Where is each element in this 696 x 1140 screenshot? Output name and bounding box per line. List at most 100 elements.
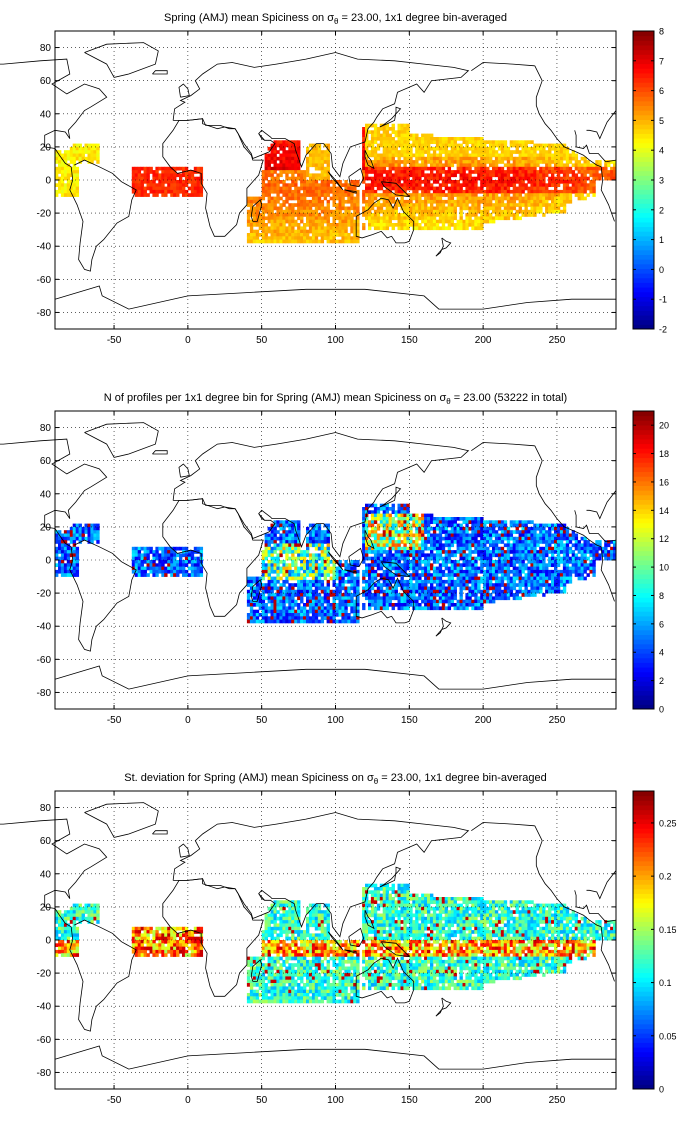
heatmap-cell	[376, 550, 381, 554]
heatmap-cell	[306, 550, 310, 554]
heatmap-cell	[400, 166, 404, 171]
heatmap-cell	[75, 193, 80, 197]
heatmap-cell	[308, 599, 313, 604]
heatmap-cell	[583, 166, 587, 171]
heatmap-cell	[193, 566, 198, 571]
heatmap-cell	[607, 176, 611, 181]
heatmap-cell	[285, 566, 289, 571]
heatmap-cell	[409, 593, 413, 597]
heatmap-cell	[574, 180, 579, 184]
heatmap-cell	[362, 166, 366, 171]
heatmap-cell	[314, 596, 319, 601]
heatmap-cell	[391, 160, 395, 164]
heatmap-cell	[335, 569, 339, 574]
heatmap-cell	[521, 166, 525, 171]
heatmap-cell	[556, 199, 561, 204]
heatmap-cell	[261, 603, 266, 607]
heatmap-cell	[303, 213, 307, 217]
heatmap-cell	[326, 166, 330, 171]
heatmap-cell	[317, 613, 322, 617]
heatmap-cell	[397, 599, 401, 604]
heatmap-cell	[477, 189, 481, 194]
heatmap-cell	[326, 219, 330, 224]
heatmap-cell	[78, 153, 82, 158]
heatmap-cell	[421, 186, 425, 191]
heatmap-cell	[356, 583, 360, 587]
heatmap-cell	[403, 216, 407, 221]
heatmap-cell	[397, 140, 401, 145]
heatmap-cell	[370, 540, 375, 544]
heatmap-cell	[592, 193, 596, 197]
heatmap-cell	[435, 573, 440, 577]
heatmap-cell	[249, 583, 254, 587]
colorbar-tick-label: 0	[659, 265, 664, 275]
heatmap-cell	[435, 153, 440, 158]
heatmap-cell	[294, 196, 298, 201]
heatmap-cell	[568, 156, 573, 161]
heatmap-cell	[370, 599, 375, 604]
heatmap-cell	[261, 206, 266, 211]
heatmap-cell	[140, 573, 144, 577]
heatmap-cell	[397, 507, 401, 511]
heatmap-cell	[270, 206, 274, 211]
heatmap-cell	[465, 199, 469, 204]
heatmap-cell	[480, 140, 484, 145]
heatmap-cell	[270, 556, 274, 561]
heatmap-cell	[397, 513, 401, 518]
heatmap-cell	[279, 540, 283, 544]
heatmap-cell	[574, 163, 579, 168]
heatmap-cell	[356, 619, 360, 624]
heatmap-cell	[391, 137, 395, 141]
heatmap-cell	[326, 163, 330, 168]
heatmap-cell	[489, 146, 493, 151]
heatmap-cell	[326, 199, 330, 204]
heatmap-cell	[187, 176, 192, 181]
heatmap-cell	[270, 229, 274, 234]
heatmap-cell	[512, 189, 517, 194]
heatmap-cell	[400, 213, 404, 217]
heatmap-cell	[397, 127, 401, 131]
heatmap-cell	[246, 233, 251, 237]
heatmap-cell	[326, 609, 330, 614]
heatmap-cell	[515, 216, 519, 221]
heatmap-cell	[462, 153, 466, 158]
heatmap-cell	[323, 569, 328, 574]
heatmap-cell	[279, 619, 283, 624]
heatmap-cell	[370, 150, 375, 154]
heatmap-cell	[314, 583, 319, 587]
heatmap-cell	[341, 613, 345, 617]
heatmap-cell	[373, 556, 378, 561]
heatmap-cell	[294, 599, 298, 604]
heatmap-cell	[288, 150, 292, 154]
heatmap-cell	[406, 533, 410, 538]
heatmap-cell	[403, 596, 407, 601]
heatmap-cell	[249, 229, 254, 234]
heatmap-cell	[317, 619, 322, 624]
heatmap-cell	[562, 209, 567, 214]
heatmap-cell	[365, 140, 369, 145]
heatmap-cell	[72, 566, 77, 571]
coastline	[258, 133, 265, 141]
heatmap-cell	[530, 163, 534, 168]
heatmap-cell	[554, 146, 558, 151]
heatmap-cell	[270, 613, 274, 617]
heatmap-cell	[288, 223, 292, 227]
heatmap-cell	[382, 176, 387, 181]
heatmap-cell	[285, 170, 289, 174]
heatmap-cell	[530, 183, 534, 188]
heatmap-cell	[450, 160, 455, 164]
heatmap-cell	[350, 593, 354, 597]
heatmap-cell	[338, 573, 342, 577]
heatmap-cell	[75, 550, 80, 554]
heatmap-cell	[258, 233, 263, 237]
heatmap-cell	[270, 189, 274, 194]
heatmap-cell	[512, 166, 517, 171]
heatmap-cell	[282, 213, 286, 217]
heatmap-cell	[385, 606, 390, 611]
heatmap-cell	[406, 579, 410, 584]
heatmap-cell	[548, 176, 552, 181]
heatmap-cell	[170, 573, 174, 577]
heatmap-cell	[365, 150, 369, 154]
heatmap-cell	[456, 160, 460, 164]
heatmap-cell	[441, 209, 446, 214]
